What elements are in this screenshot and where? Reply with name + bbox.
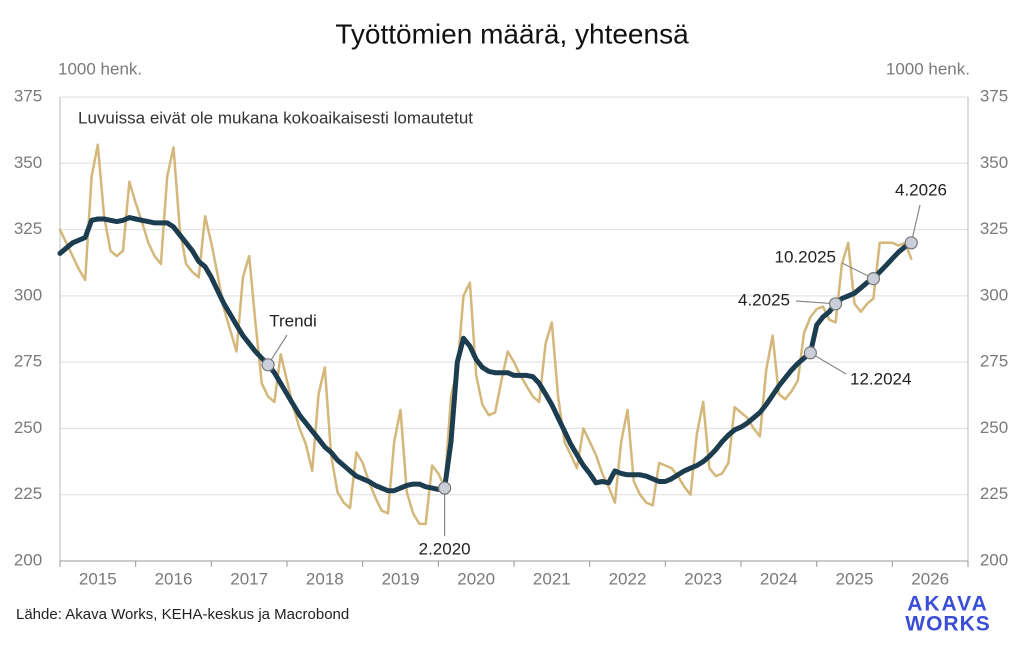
logo-line-2: WORKS — [905, 613, 991, 636]
series-line — [57, 215, 914, 494]
plot-area: 200 200 225 225 250 250 275 275 300 300 325 325 350 3… — [14, 86, 1008, 588]
y-tick-label-right: 275 — [980, 352, 1008, 371]
x-tick-label: 2024 — [760, 569, 798, 588]
annotation-label: Trendi — [269, 311, 317, 330]
y-tick-label-right: 225 — [980, 484, 1008, 503]
y-tick-label-left: 325 — [14, 219, 42, 238]
annotation-label: 4.2026 — [895, 180, 947, 199]
y-tick-label-left: 250 — [14, 418, 42, 437]
x-tick-label: 2016 — [155, 569, 193, 588]
annotation-marker — [803, 346, 817, 360]
y-tick-label-left: 350 — [14, 153, 42, 172]
annotation-marker — [828, 297, 843, 311]
annotation-leader — [810, 352, 847, 375]
y-tick-label-left: 375 — [14, 86, 42, 105]
subtitle: Luvuissa eivät ole mukana kokoaikaisesti… — [78, 108, 473, 127]
x-tick-label: 2019 — [382, 569, 420, 588]
y-tick-label-right: 375 — [980, 86, 1008, 105]
x-tick-label: 2023 — [684, 569, 722, 588]
y-unit-left: 1000 henk. — [58, 59, 142, 78]
y-tick-label-left: 275 — [14, 352, 42, 371]
logo-line-1: AKAVA — [907, 593, 989, 616]
chart-title: Työttömien määrä, yhteensä — [335, 18, 689, 49]
source: Lähde: Akava Works, KEHA-keskus ja Macro… — [16, 606, 349, 623]
x-tick-label: 2020 — [457, 569, 495, 588]
annotation-marker — [866, 272, 881, 286]
x-tick-label: 2015 — [79, 569, 117, 588]
x-tick-label: 2017 — [230, 569, 268, 588]
x-tick-label: 2021 — [533, 569, 571, 588]
y-tick-label-left: 200 — [14, 550, 42, 569]
y-tick-label-right: 300 — [980, 285, 1008, 304]
y-unit-right: 1000 henk. — [886, 59, 970, 78]
annotation-label: 2.2020 — [419, 540, 471, 559]
y-tick-label-right: 325 — [980, 219, 1008, 238]
x-tick-label: 2026 — [911, 569, 949, 588]
annotation-label: 4.2025 — [738, 290, 790, 309]
annotation-marker — [261, 358, 275, 372]
y-tick-label-right: 200 — [980, 550, 1008, 569]
y-tick-label-left: 225 — [14, 484, 42, 503]
annotation-marker — [438, 481, 452, 495]
x-tick-label: 2022 — [609, 569, 647, 588]
y-tick-label-right: 350 — [980, 153, 1008, 172]
annotation-leader — [795, 300, 836, 305]
annotation-label: 12.2024 — [850, 369, 911, 388]
annotation-marker — [904, 236, 918, 250]
annotation-label: 10.2025 — [775, 247, 836, 266]
y-tick-label-right: 250 — [980, 418, 1008, 437]
series-line — [58, 143, 913, 526]
y-tick-label-left: 300 — [14, 285, 42, 304]
x-tick-label: 2025 — [836, 569, 874, 588]
x-tick-label: 2018 — [306, 569, 344, 588]
